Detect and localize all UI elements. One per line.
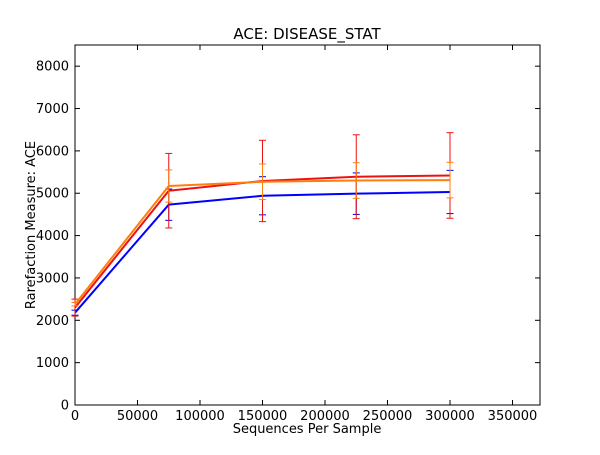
y-tick-label: 5000	[36, 187, 69, 202]
y-tick-label: 6000	[36, 144, 69, 159]
x-tick-label: 250000	[363, 409, 413, 424]
series-3	[71, 161, 454, 307]
y-tick-label: 2000	[36, 314, 69, 329]
chart-title: ACE: DISEASE_STAT	[233, 25, 381, 44]
series-line	[74, 179, 451, 305]
x-tick-label: 300000	[425, 409, 475, 424]
x-tick-label: 0	[71, 409, 79, 424]
y-tick-label: 8000	[36, 60, 69, 75]
x-axis-title: Sequences Per Sample	[233, 422, 382, 437]
x-tick-label: 350000	[488, 409, 538, 424]
y-axis-title: Rarefaction Measure: ACE	[24, 141, 39, 309]
y-tick-label: 3000	[36, 271, 69, 286]
x-tick-label: 200000	[300, 409, 350, 424]
x-tick-label: 100000	[175, 409, 225, 424]
y-tick-label: 4000	[36, 229, 69, 244]
plot-area: 0 50000 100000 150000 200000 250000 300000 3500…	[36, 44, 541, 424]
plot-frame	[74, 44, 541, 406]
x-tick-label: 150000	[238, 409, 288, 424]
x-tick-label: 50000	[117, 409, 158, 424]
y-tick-label: 0	[61, 399, 69, 414]
y-tick-label: 1000	[36, 356, 69, 371]
y-tick-label: 7000	[36, 102, 69, 117]
